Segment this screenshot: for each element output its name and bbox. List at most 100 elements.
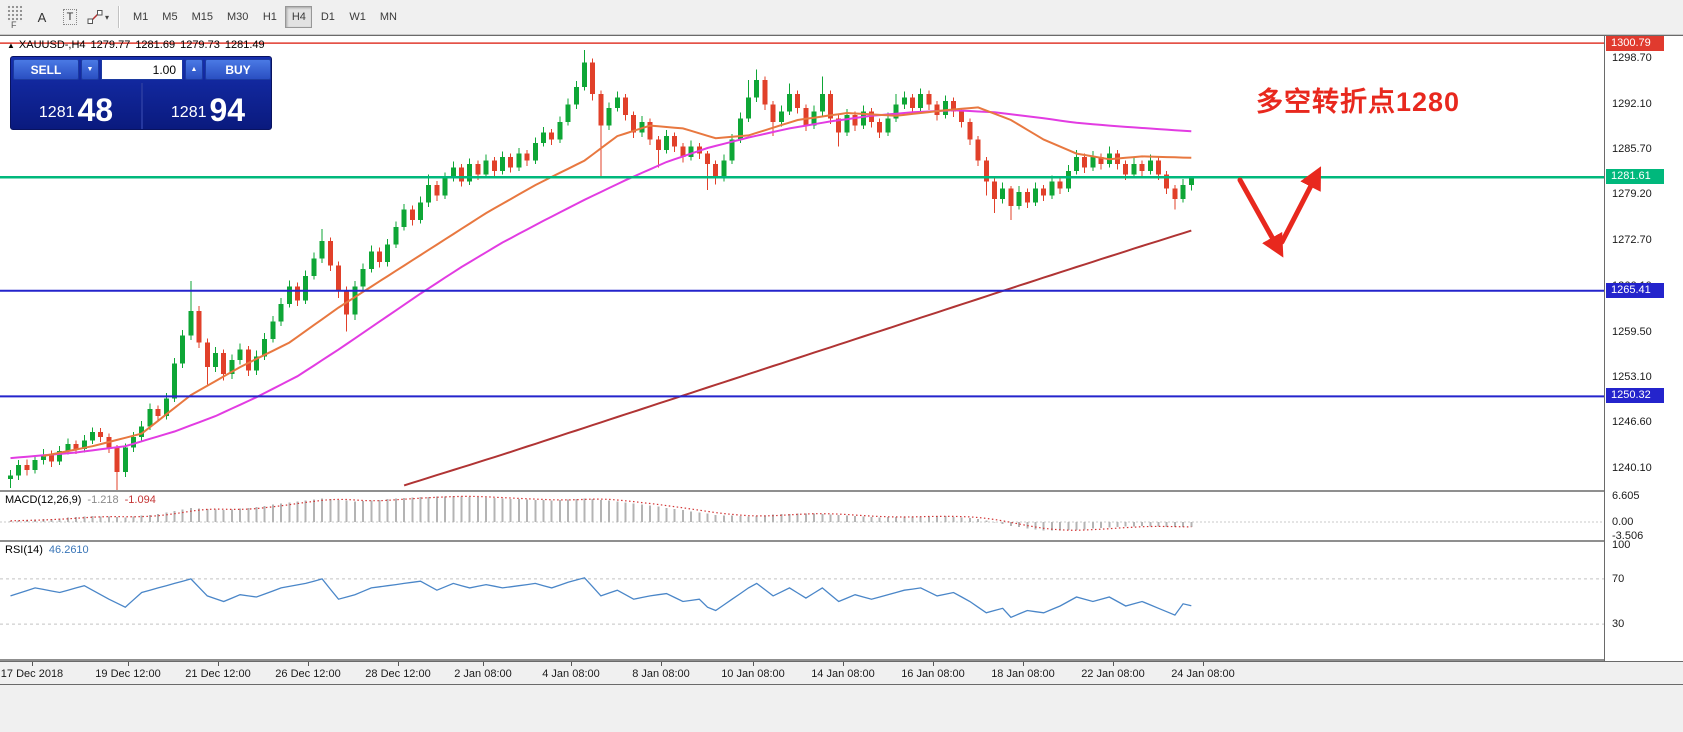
one-click-controls: SELL ▼ ▲ BUY <box>11 59 273 80</box>
timeframe-button-h1[interactable]: H1 <box>256 6 283 28</box>
time-axis-label: 16 Jan 08:00 <box>901 668 965 680</box>
price-axis-label: 0.00 <box>1612 516 1634 528</box>
ohlc-close: 1281.49 <box>224 39 265 51</box>
macd-signal-value: -1.094 <box>124 494 156 506</box>
timeframe-button-mn[interactable]: MN <box>374 6 403 28</box>
price-line-badge: 1281.61 <box>1606 169 1664 185</box>
let-t-icon: T <box>62 9 78 25</box>
time-axis-label: 4 Jan 08:00 <box>542 668 600 680</box>
timeframe-button-m15[interactable]: M15 <box>186 6 219 28</box>
lot-increase-button[interactable]: ▲ <box>185 59 203 80</box>
time-axis[interactable]: 17 Dec 2018 19 Dec 12:00 21 Dec 12:00 26 De… <box>0 661 1683 684</box>
time-axis-tick <box>1113 662 1114 666</box>
macd-title: MACD(12,26,9) -1.218 -1.094 <box>5 494 156 506</box>
timeframe-button-m1[interactable]: M1 <box>127 6 154 28</box>
toolbar: F A T ▾ M1 M5 M15 M30 H1 H4 D1 W1 MN <box>0 0 1683 35</box>
panel-splitter[interactable] <box>0 659 1683 661</box>
price-divider <box>141 83 143 129</box>
buy-price-big: 94 <box>209 92 246 129</box>
time-axis-label: 21 Dec 12:00 <box>185 668 251 680</box>
price-axis-label: 100 <box>1612 539 1631 551</box>
one-click-prices: 1281 48 1281 94 <box>11 83 273 129</box>
price-axis-label: 1279.20 <box>1612 188 1652 201</box>
panel-splitter[interactable] <box>0 490 1683 492</box>
timeframe-bar: M1 M5 M15 M30 H1 H4 D1 W1 MN <box>126 6 404 28</box>
rsi-indicator-chart[interactable] <box>0 542 1604 659</box>
macd-main-value: -1.218 <box>87 494 119 506</box>
rsi-line <box>10 577 1192 619</box>
price-line-badge: 1300.79 <box>1606 36 1664 51</box>
price-axis-label: 1285.70 <box>1612 142 1652 155</box>
text-tool-button[interactable]: A <box>30 5 54 29</box>
sell-price-main: 1281 <box>38 104 75 121</box>
ma-fast-line <box>43 106 1192 457</box>
time-axis-label: 2 Jan 08:00 <box>454 668 512 680</box>
ma-slow-line <box>10 109 1192 460</box>
macd-signal-line <box>10 495 1192 531</box>
timeframe-button-w1[interactable]: W1 <box>343 6 372 28</box>
time-axis-label: 28 Dec 12:00 <box>365 668 431 680</box>
timeframe-button-h4[interactable]: H4 <box>285 6 313 28</box>
macd-label: MACD(12,26,9) <box>5 494 82 506</box>
price-axis[interactable]: 1298.701292.101285.701279.201272.701266.… <box>1604 36 1683 661</box>
macd-histogram <box>9 496 1193 531</box>
lot-size-input[interactable] <box>101 59 183 80</box>
toolbar-grip-icon[interactable] <box>6 4 22 22</box>
ma-long-line <box>403 229 1192 487</box>
time-axis-tick <box>218 662 219 666</box>
time-axis-tick <box>308 662 309 666</box>
panel-splitter[interactable] <box>0 540 1683 542</box>
sell-price-big: 48 <box>77 92 114 129</box>
trendline-tool-icon <box>87 10 103 24</box>
time-axis-tick <box>398 662 399 666</box>
time-axis-label: 8 Jan 08:00 <box>632 668 690 680</box>
line-tool-button[interactable]: ▾ <box>86 5 110 29</box>
label-tool-button[interactable]: T <box>58 5 82 29</box>
time-axis-label: 17 Dec 2018 <box>0 668 64 680</box>
time-axis-tick <box>933 662 934 666</box>
time-axis-tick <box>843 662 844 666</box>
annotation-arrow[interactable] <box>1237 166 1322 258</box>
chart-window: ▲ XAUUSD-,H4 1279.77 1281.69 1279.73 1281.49 … <box>0 35 1683 685</box>
time-axis-tick <box>1203 662 1204 666</box>
time-axis-label: 19 Dec 12:00 <box>95 668 161 680</box>
timeframe-button-m30[interactable]: M30 <box>221 6 254 28</box>
lot-decrease-button[interactable]: ▼ <box>81 59 99 80</box>
rsi-value: 46.2610 <box>48 544 89 556</box>
ohlc-open: 1279.77 <box>90 39 131 51</box>
sell-button[interactable]: SELL <box>13 59 79 80</box>
time-axis-tick <box>661 662 662 666</box>
time-axis-tick <box>753 662 754 666</box>
price-axis-label: 1259.50 <box>1612 326 1652 339</box>
chart-text-annotation[interactable]: 多空转折点1280 <box>1256 87 1461 117</box>
sell-price[interactable]: 1281 48 <box>11 83 141 129</box>
price-axis-label: -3.506 <box>1612 529 1644 542</box>
symbol-period-label: XAUUSD-,H4 <box>18 39 86 51</box>
time-axis-tick <box>32 662 33 666</box>
time-axis-label: 18 Jan 08:00 <box>991 668 1055 680</box>
time-axis-tick <box>1023 662 1024 666</box>
symbol-ohlc-line: ▲ XAUUSD-,H4 1279.77 1281.69 1279.73 1281.49 <box>7 39 270 51</box>
price-axis-label: 30 <box>1612 618 1625 631</box>
price-line-badge: 1265.41 <box>1606 282 1664 298</box>
buy-button[interactable]: BUY <box>205 59 271 80</box>
timeframe-button-d1[interactable]: D1 <box>314 6 341 28</box>
toolbar-separator <box>118 6 121 28</box>
ohlc-low: 1279.73 <box>180 39 220 51</box>
buy-price-main: 1281 <box>170 104 207 121</box>
let-a-icon: A <box>37 9 47 25</box>
price-axis-label: 1253.10 <box>1612 370 1652 383</box>
rsi-title: RSI(14) 46.2610 <box>5 544 89 556</box>
one-click-trading-panel: SELL ▼ ▲ BUY 1281 48 1281 94 <box>10 56 272 130</box>
collapse-arrow-icon[interactable]: ▲ <box>7 41 15 50</box>
price-axis-label: 70 <box>1612 572 1625 585</box>
timeframe-button-m5[interactable]: M5 <box>156 6 183 28</box>
caret-down-icon: ▼ <box>86 66 94 73</box>
time-axis-label: 14 Jan 08:00 <box>811 668 875 680</box>
price-axis-label: 1240.10 <box>1612 461 1652 474</box>
macd-indicator-chart[interactable] <box>0 492 1604 540</box>
buy-price[interactable]: 1281 94 <box>143 83 273 129</box>
price-chart[interactable] <box>0 36 1604 490</box>
time-axis-label: 10 Jan 08:00 <box>721 668 785 680</box>
